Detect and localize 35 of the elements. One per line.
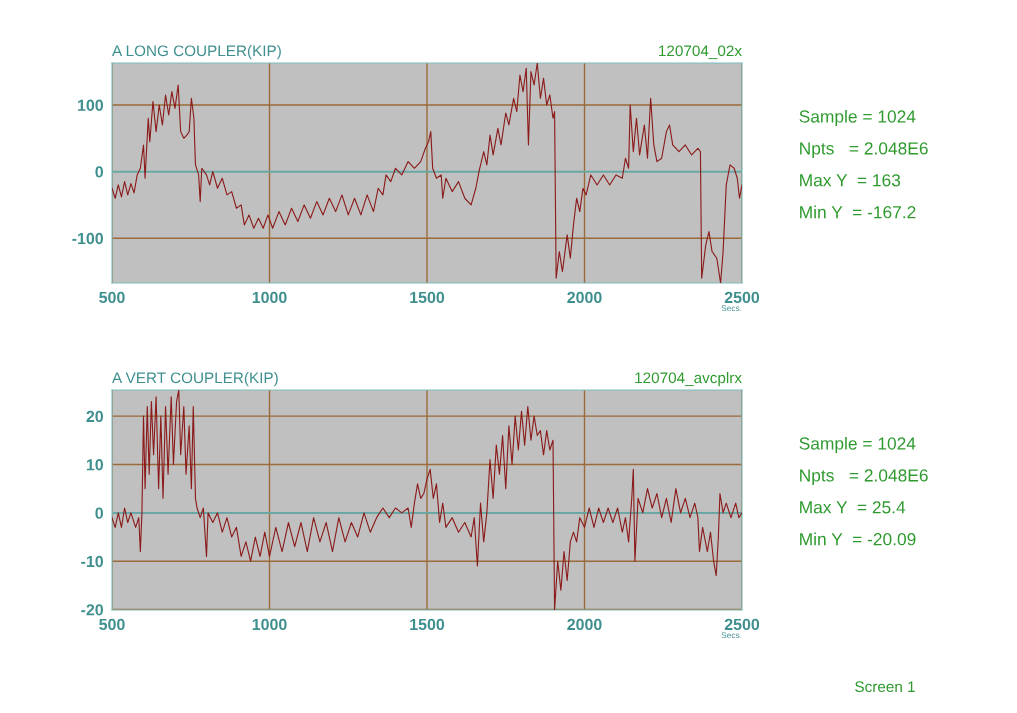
x-tick-label: 500: [99, 618, 125, 631]
y-tick-label: -100: [72, 232, 104, 245]
x-tick-label: 2000: [567, 618, 602, 631]
x-tick-label: 2000: [567, 291, 602, 304]
x-tick-label: 1000: [252, 291, 287, 304]
text: Max Y = 163: [800, 174, 901, 187]
y-tick-label: 10: [86, 459, 104, 471]
text: Max Y = 25.4: [800, 501, 906, 514]
x-tick-label: 2500: [724, 618, 760, 631]
text: Screen 1: [855, 681, 915, 693]
x-tick-label: 500: [99, 291, 125, 304]
line-series: [112, 390, 742, 610]
y-tick-label: 0: [95, 166, 104, 178]
text: Npts = 2.048E6: [800, 469, 928, 485]
text: Sample = 1024: [799, 436, 916, 454]
chart-subtitle: 120704_02x: [659, 45, 742, 60]
text: Npts = 2.048E6: [800, 142, 928, 158]
chart-subtitle: 120704_avcplrx: [635, 371, 742, 387]
y-tick-label: -20: [81, 604, 104, 616]
x-tick-label: 1500: [410, 618, 445, 631]
x-tick-label: 1500: [410, 291, 445, 304]
y-tick-label: 100: [78, 99, 104, 111]
text: Sample = 1024: [799, 109, 916, 127]
text: Min Y = -20.09: [800, 532, 916, 546]
x-tick-label: 2500: [724, 291, 760, 304]
y-tick-label: 0: [95, 507, 104, 519]
chart-title: A VERT COUPLER(KIP): [112, 371, 278, 387]
y-tick-label: -10: [81, 555, 104, 568]
text: Min Y = -167.2: [800, 205, 916, 219]
y-tick-label: 20: [86, 410, 104, 423]
x-tick-label: 1000: [252, 618, 287, 631]
x-axis-title: Secs.: [721, 632, 742, 639]
x-axis-title: Secs.: [721, 305, 742, 312]
line-series: [112, 63, 742, 283]
chart-title: A LONG COUPLER(KIP): [112, 44, 281, 60]
